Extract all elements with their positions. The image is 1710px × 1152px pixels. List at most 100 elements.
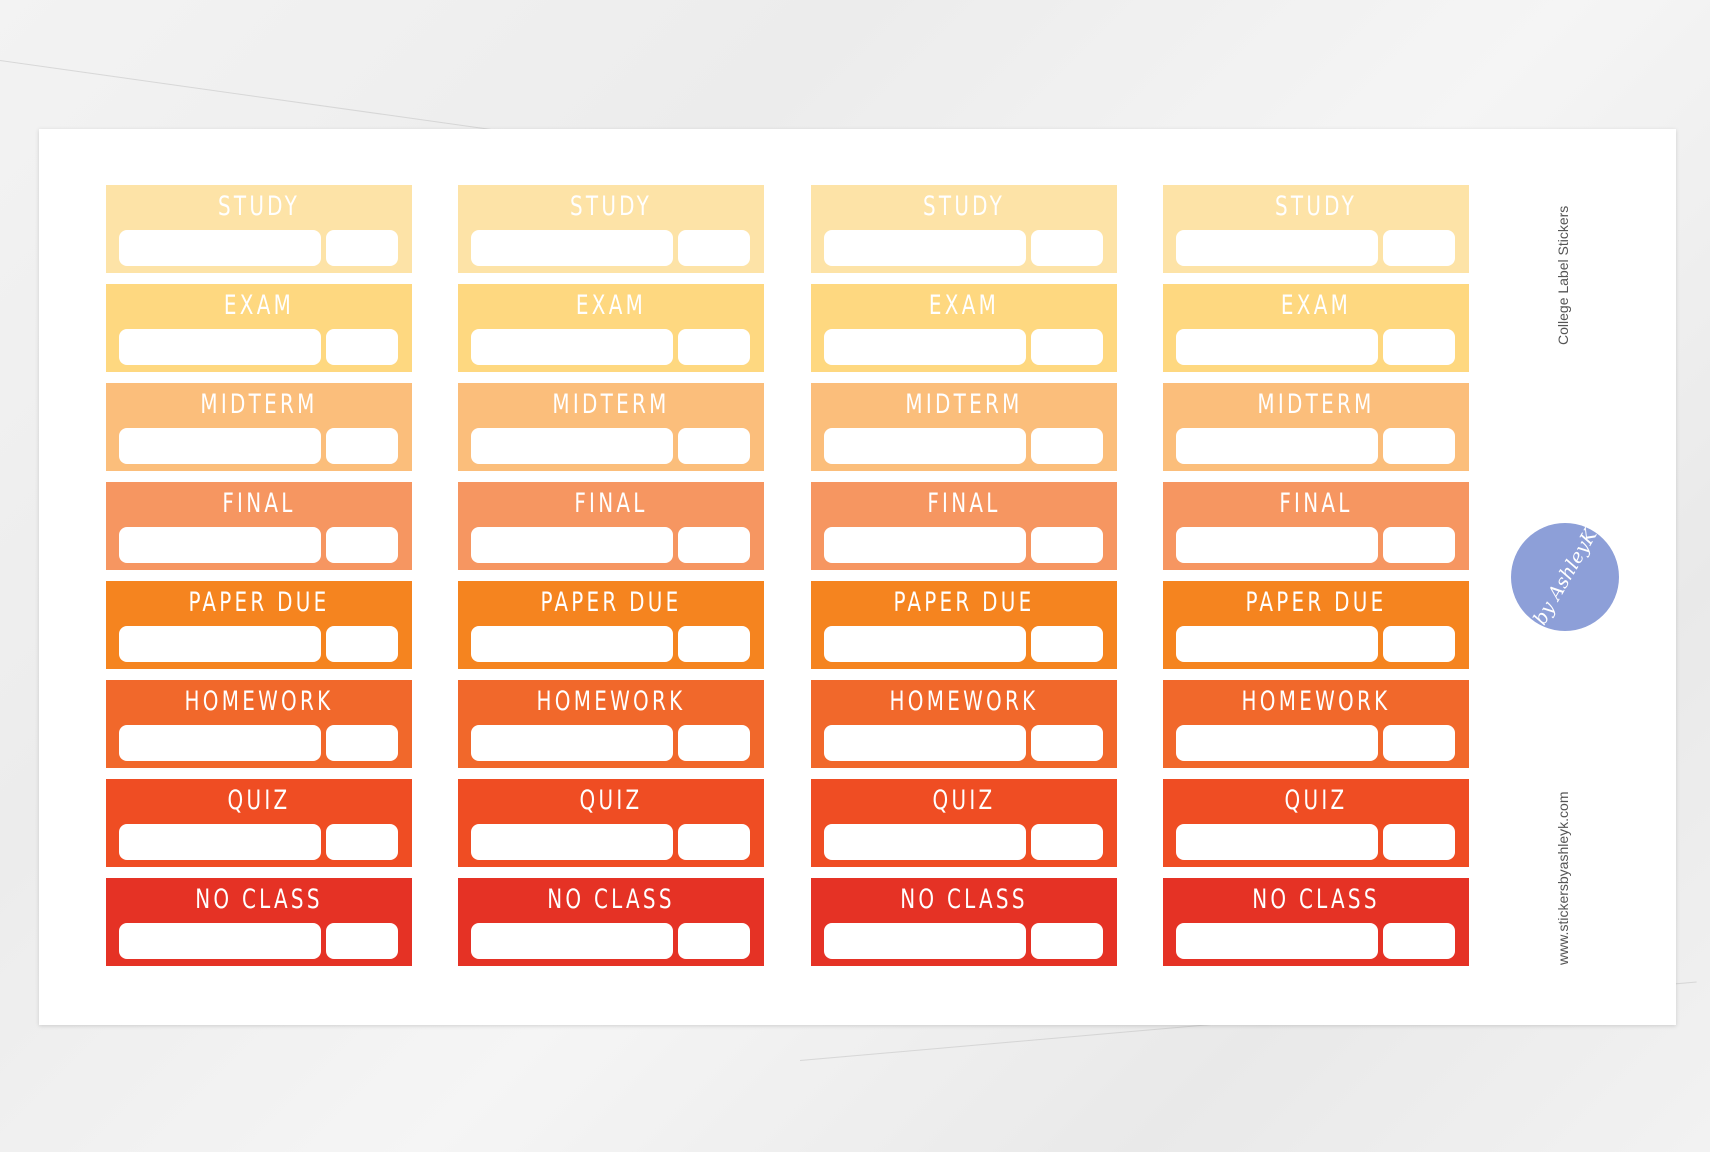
write-in-box-small: [1383, 329, 1455, 365]
sticker-label: NO CLASS: [547, 884, 675, 915]
sticker-study: STUDY: [811, 185, 1117, 273]
logo-text: by AshleyK: [1528, 525, 1602, 629]
sticker-label: EXAM: [575, 290, 647, 321]
sticker-label: HOMEWORK: [889, 686, 1039, 717]
sticker-label: QUIZ: [1284, 785, 1348, 816]
sticker-label: MIDTERM: [552, 389, 670, 420]
write-in-box: [1176, 824, 1378, 860]
write-in-box-small: [1031, 329, 1103, 365]
sticker-label: MIDTERM: [200, 389, 318, 420]
write-in-box-small: [326, 428, 398, 464]
sticker-homework: HOMEWORK: [811, 680, 1117, 768]
write-in-box-small: [1031, 626, 1103, 662]
sticker-exam: EXAM: [458, 284, 764, 372]
sticker-label: MIDTERM: [905, 389, 1023, 420]
write-in-box-small: [326, 725, 398, 761]
write-in-box-small: [1031, 923, 1103, 959]
write-in-box-small: [326, 626, 398, 662]
sticker-homework: HOMEWORK: [458, 680, 764, 768]
sticker-label: STUDY: [569, 191, 653, 222]
write-in-box-small: [326, 824, 398, 860]
sticker-no-class: NO CLASS: [106, 878, 412, 966]
write-in-box-small: [1383, 428, 1455, 464]
sticker-quiz: QUIZ: [1163, 779, 1469, 867]
write-in-box: [1176, 230, 1378, 266]
write-in-box-small: [678, 329, 750, 365]
write-in-box: [1176, 428, 1378, 464]
write-in-box-small: [678, 923, 750, 959]
sticker-label: EXAM: [223, 290, 295, 321]
write-in-box-small: [1383, 824, 1455, 860]
write-in-box: [119, 923, 321, 959]
sticker-homework: HOMEWORK: [106, 680, 412, 768]
sticker-exam: EXAM: [811, 284, 1117, 372]
write-in-box-small: [678, 428, 750, 464]
brand-logo: by AshleyK: [1511, 523, 1619, 631]
write-in-box: [471, 824, 673, 860]
sticker-label: FINAL: [927, 488, 1001, 519]
sticker-study: STUDY: [458, 185, 764, 273]
website-text: www.stickersbyashleyk.com: [1555, 791, 1571, 966]
sticker-label: FINAL: [1279, 488, 1353, 519]
sticker-paper-due: PAPER DUE: [458, 581, 764, 669]
write-in-box: [471, 527, 673, 563]
write-in-box-small: [1383, 725, 1455, 761]
sticker-label: NO CLASS: [195, 884, 323, 915]
write-in-box: [471, 329, 673, 365]
write-in-box-small: [1383, 527, 1455, 563]
write-in-box: [471, 725, 673, 761]
write-in-box-small: [1031, 230, 1103, 266]
sticker-label: FINAL: [574, 488, 648, 519]
write-in-box: [824, 329, 1026, 365]
write-in-box-small: [1383, 626, 1455, 662]
sticker-label: PAPER DUE: [893, 587, 1035, 618]
sticker-midterm: MIDTERM: [811, 383, 1117, 471]
write-in-box-small: [678, 527, 750, 563]
write-in-box: [119, 725, 321, 761]
write-in-box: [119, 824, 321, 860]
sticker-label: QUIZ: [579, 785, 643, 816]
write-in-box: [1176, 725, 1378, 761]
write-in-box-small: [678, 725, 750, 761]
sticker-label: NO CLASS: [1252, 884, 1380, 915]
sticker-sheet: [39, 129, 1676, 1025]
sticker-label: STUDY: [217, 191, 301, 222]
sticker-exam: EXAM: [106, 284, 412, 372]
sticker-label: EXAM: [1280, 290, 1352, 321]
write-in-box: [824, 527, 1026, 563]
write-in-box: [471, 230, 673, 266]
sticker-label: NO CLASS: [900, 884, 1028, 915]
write-in-box: [119, 428, 321, 464]
sticker-no-class: NO CLASS: [458, 878, 764, 966]
sticker-label: QUIZ: [932, 785, 996, 816]
sticker-midterm: MIDTERM: [106, 383, 412, 471]
sticker-no-class: NO CLASS: [1163, 878, 1469, 966]
write-in-box: [119, 230, 321, 266]
sticker-paper-due: PAPER DUE: [106, 581, 412, 669]
sheet-title: College Label Stickers: [1555, 205, 1571, 345]
sticker-label: HOMEWORK: [536, 686, 686, 717]
write-in-box: [824, 824, 1026, 860]
write-in-box-small: [326, 923, 398, 959]
write-in-box: [119, 527, 321, 563]
write-in-box-small: [1031, 527, 1103, 563]
sticker-label: MIDTERM: [1257, 389, 1375, 420]
sticker-exam: EXAM: [1163, 284, 1469, 372]
write-in-box: [471, 626, 673, 662]
write-in-box: [824, 725, 1026, 761]
sticker-study: STUDY: [1163, 185, 1469, 273]
write-in-box: [824, 923, 1026, 959]
sticker-quiz: QUIZ: [106, 779, 412, 867]
sticker-final: FINAL: [811, 482, 1117, 570]
write-in-box: [119, 626, 321, 662]
sticker-label: PAPER DUE: [1245, 587, 1387, 618]
sticker-no-class: NO CLASS: [811, 878, 1117, 966]
write-in-box: [1176, 329, 1378, 365]
sticker-label: HOMEWORK: [184, 686, 334, 717]
write-in-box-small: [1383, 923, 1455, 959]
sticker-paper-due: PAPER DUE: [811, 581, 1117, 669]
sticker-label: PAPER DUE: [540, 587, 682, 618]
write-in-box: [471, 428, 673, 464]
write-in-box: [824, 428, 1026, 464]
sticker-label: HOMEWORK: [1241, 686, 1391, 717]
